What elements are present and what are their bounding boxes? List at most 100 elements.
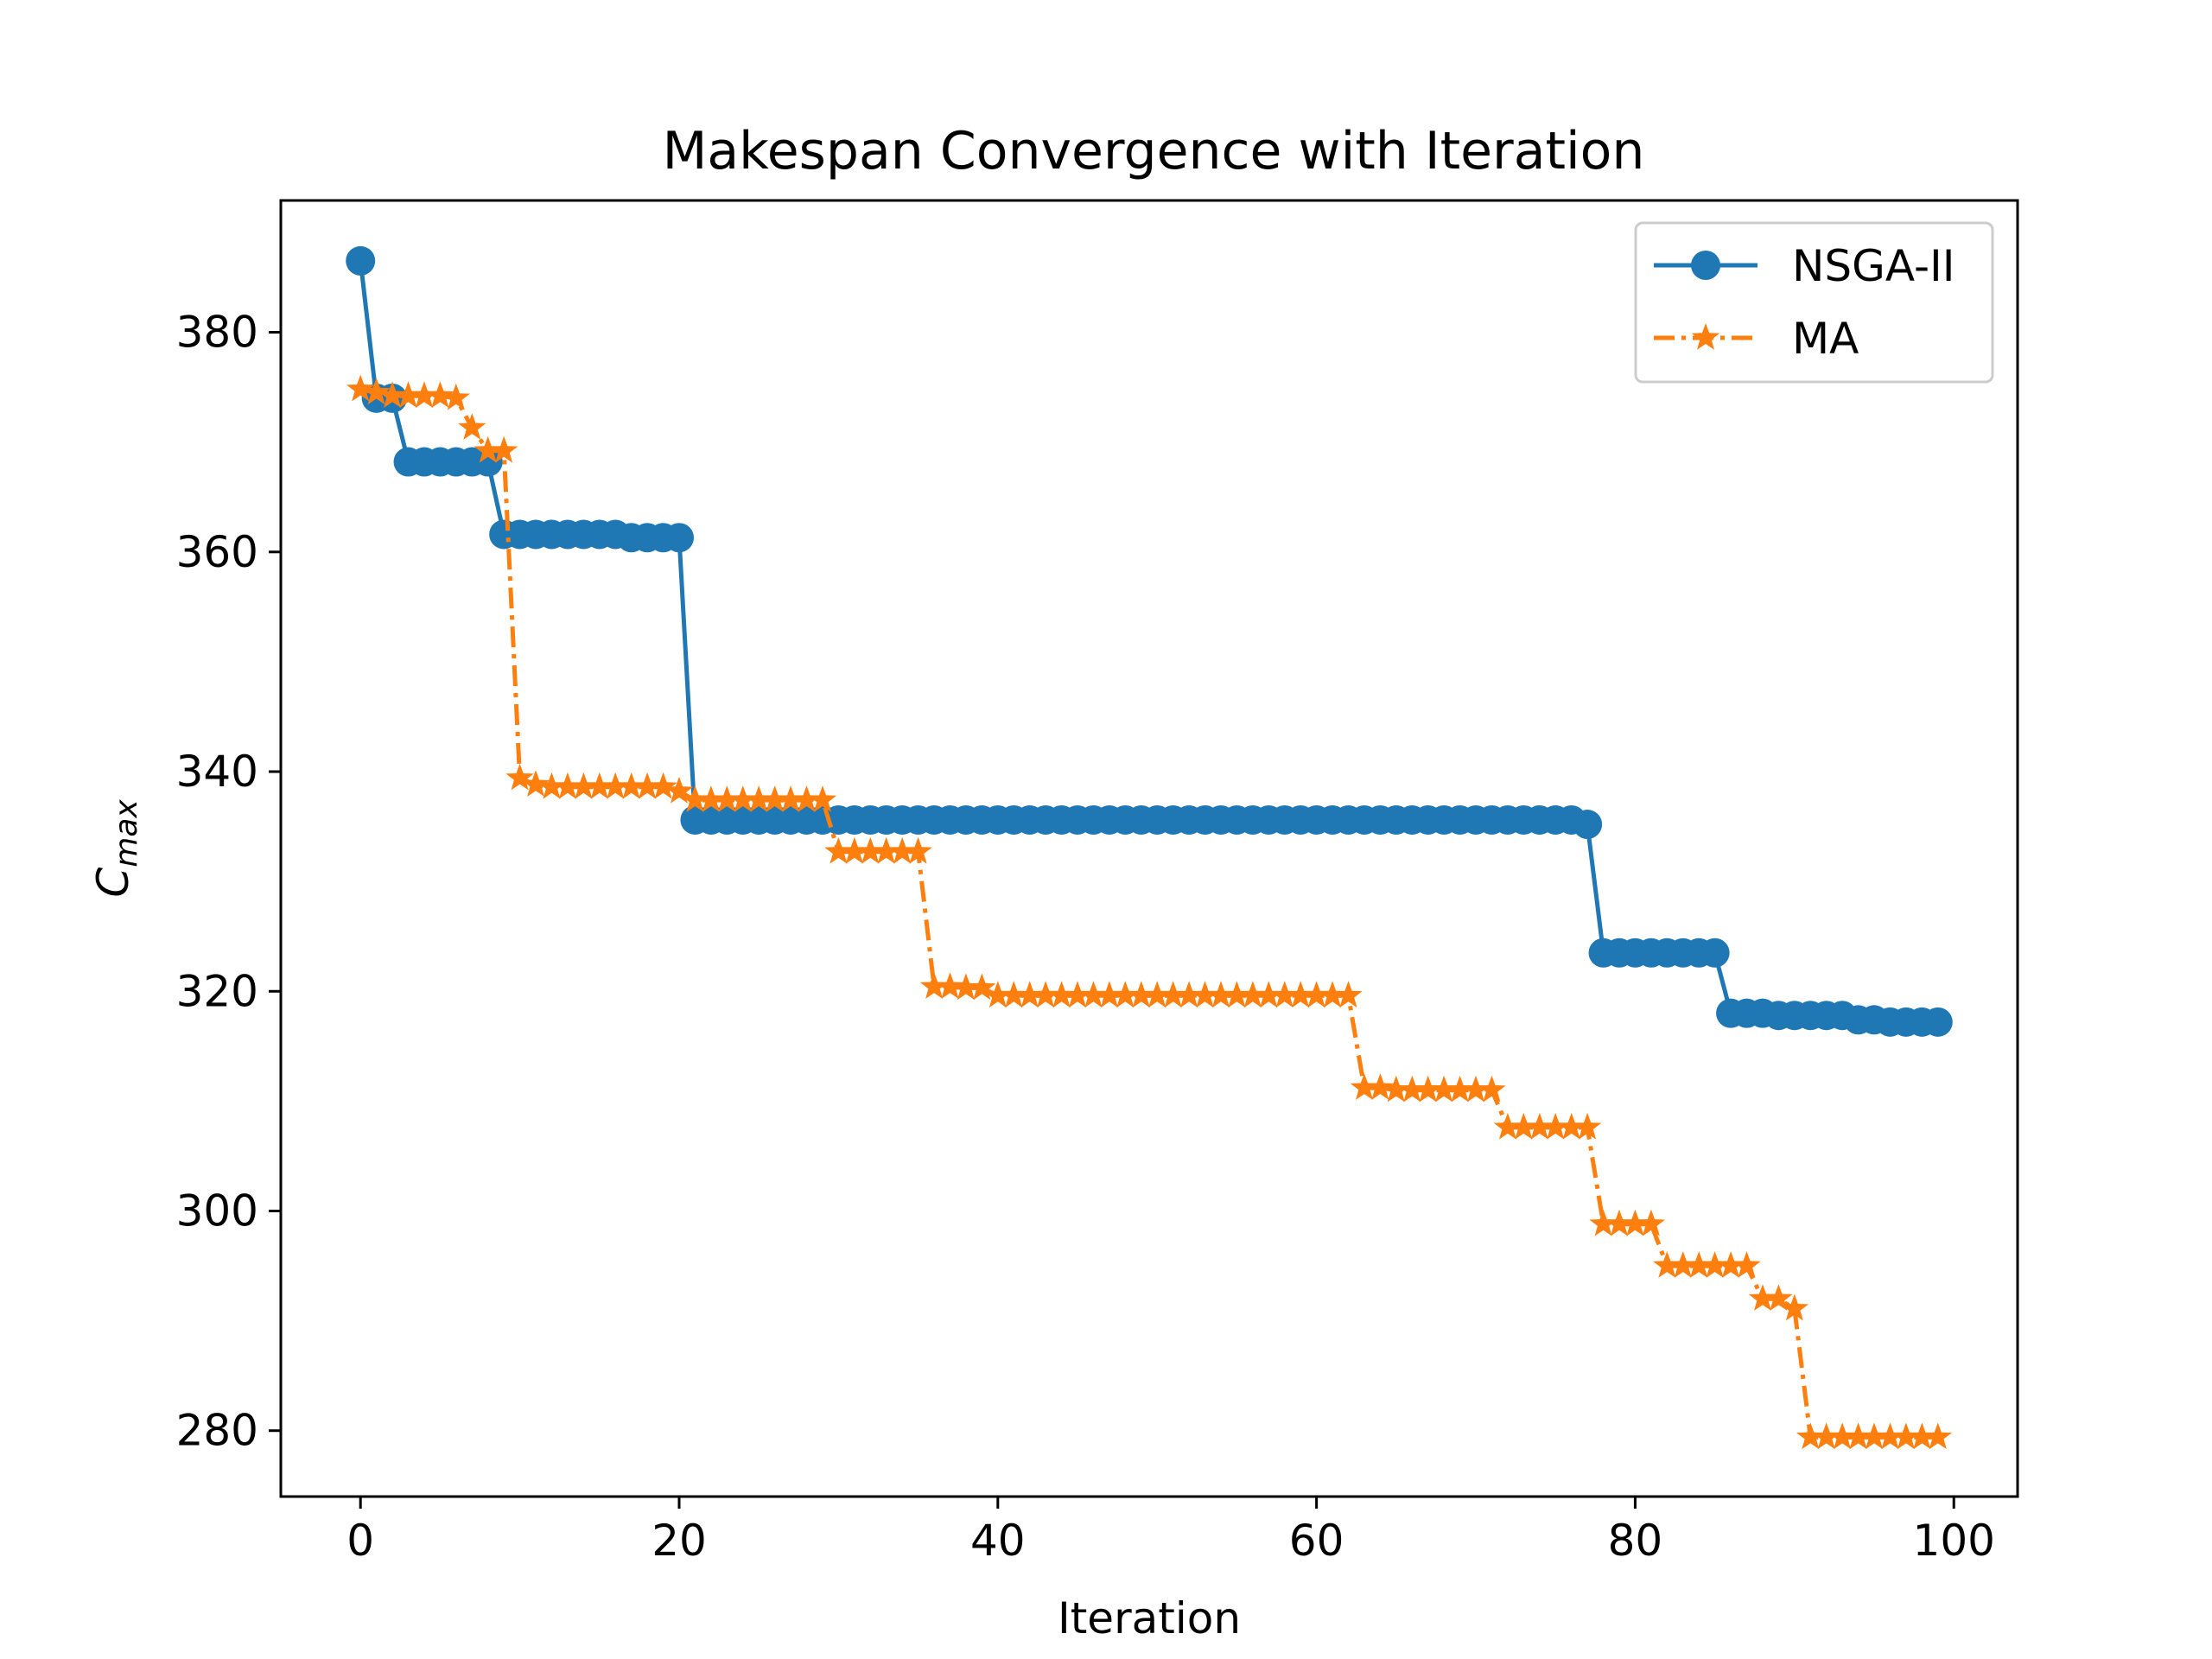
data-point-ma [904,836,932,864]
data-point-ma [1732,1251,1761,1278]
data-point-ma [1764,1284,1793,1311]
y-axis-label: Cmax [88,799,144,898]
x-tick-label: 60 [1289,1516,1344,1566]
y-axis-label-subscript: max [109,799,144,868]
data-point-ma [1350,1073,1379,1100]
data-point-ma [362,378,391,405]
data-point-ma [1637,1209,1665,1236]
data-point-ma [1525,1112,1554,1140]
data-point-ma [1174,981,1204,1008]
data-point-ma [1270,981,1299,1008]
legend-box [1634,221,1994,384]
data-point-ma [1557,1112,1586,1140]
data-point-ma [1398,1075,1427,1103]
tick-layer: 0 20 40 60 80 100 280 300 320 340 360 380 [176,308,1995,1566]
data-point-ma [394,381,423,408]
data-point-ma [1844,1422,1872,1450]
data-point-ma [1653,1251,1681,1278]
data-point-ma [633,772,662,799]
data-point-ma [1669,1251,1697,1278]
data-point-ma [824,836,853,864]
data-point-ma [490,435,518,463]
data-point-ma [1382,1075,1410,1103]
data-point-ma [1573,1112,1602,1140]
data-point-ma [951,973,981,1001]
data-point-ma [1923,1422,1952,1450]
y-tick-label: 360 [176,527,258,577]
data-point-ma [888,836,917,864]
x-axis-label: Iteration [1058,1593,1241,1643]
plot-frame [279,199,2019,1498]
x-tick-label: 20 [652,1516,707,1566]
data-point-ma [1493,1112,1522,1140]
data-point-nsga-ii [346,245,376,276]
data-point-ma [617,772,645,799]
data-point-ma [983,981,1012,1008]
data-point-ma [1032,981,1060,1008]
data-point-ma [346,374,375,402]
legend: NSGA-II MA [1634,221,1994,384]
data-point-ma [1191,981,1219,1008]
y-axis-label-main: C [88,868,138,898]
data-point-ma [1255,981,1283,1008]
data-point-ma [1446,1075,1474,1103]
data-point-ma [1238,981,1267,1008]
data-point-ma [713,785,741,812]
data-point-ma [426,381,454,408]
data-point-ma [1461,1075,1491,1103]
data-point-ma [1828,1422,1857,1450]
x-tick-label: 100 [1913,1516,1995,1566]
data-point-ma [1015,981,1044,1008]
data-point-ma [664,776,694,804]
data-point-ma [1780,1294,1808,1321]
data-point-ma [1621,1209,1649,1236]
data-point-ma [1206,981,1236,1008]
y-tick-label: 300 [176,1185,258,1236]
data-point-ma [442,383,470,410]
x-tick-label: 0 [346,1516,374,1566]
data-point-ma [936,972,964,999]
data-point-ma [1859,1422,1889,1450]
data-point-ma [1510,1112,1538,1140]
data-point-ma [1891,1422,1921,1450]
data-point-ma [1812,1422,1840,1450]
y-tick-label: 380 [176,308,258,358]
data-point-ma [1127,981,1155,1008]
data-point-ma [1685,1251,1713,1278]
data-point-ma [1796,1422,1825,1450]
data-point-ma [1143,981,1172,1008]
data-point-ma [585,772,613,799]
data-point-ma [1318,981,1347,1008]
data-point-nsga-ii [473,447,503,477]
data-point-ma [1063,981,1092,1008]
legend-label-nsga-ii: NSGA-II [1792,241,1955,291]
data-point-ma [521,770,550,797]
data-point-ma [537,772,566,799]
data-point-nsga-ii [1923,1007,1953,1037]
data-point-ma [458,413,486,440]
data-point-ma [1302,981,1331,1008]
data-point-ma [1716,1251,1745,1278]
data-point-ma [856,836,885,864]
data-point-ma [1159,981,1187,1008]
data-point-ma [1287,981,1315,1008]
data-point-ma [840,836,868,864]
data-point-ma [601,772,630,799]
legend-marker-star [1691,323,1720,350]
data-point-ma [1589,1209,1618,1236]
data-point-ma [728,785,757,812]
data-point-ma [1095,981,1124,1008]
data-point-ma [505,763,534,791]
data-point-ma [378,381,407,408]
data-point-ma [760,785,789,812]
data-point-ma [696,785,726,812]
data-point-ma [968,973,996,1001]
data-point-ma [792,785,821,812]
data-point-ma [872,836,900,864]
y-tick-label: 280 [176,1406,258,1456]
data-point-ma [1047,981,1076,1008]
y-tick-label: 340 [176,747,258,797]
data-point-ma [553,772,582,799]
legend-label-ma: MA [1792,314,1859,364]
